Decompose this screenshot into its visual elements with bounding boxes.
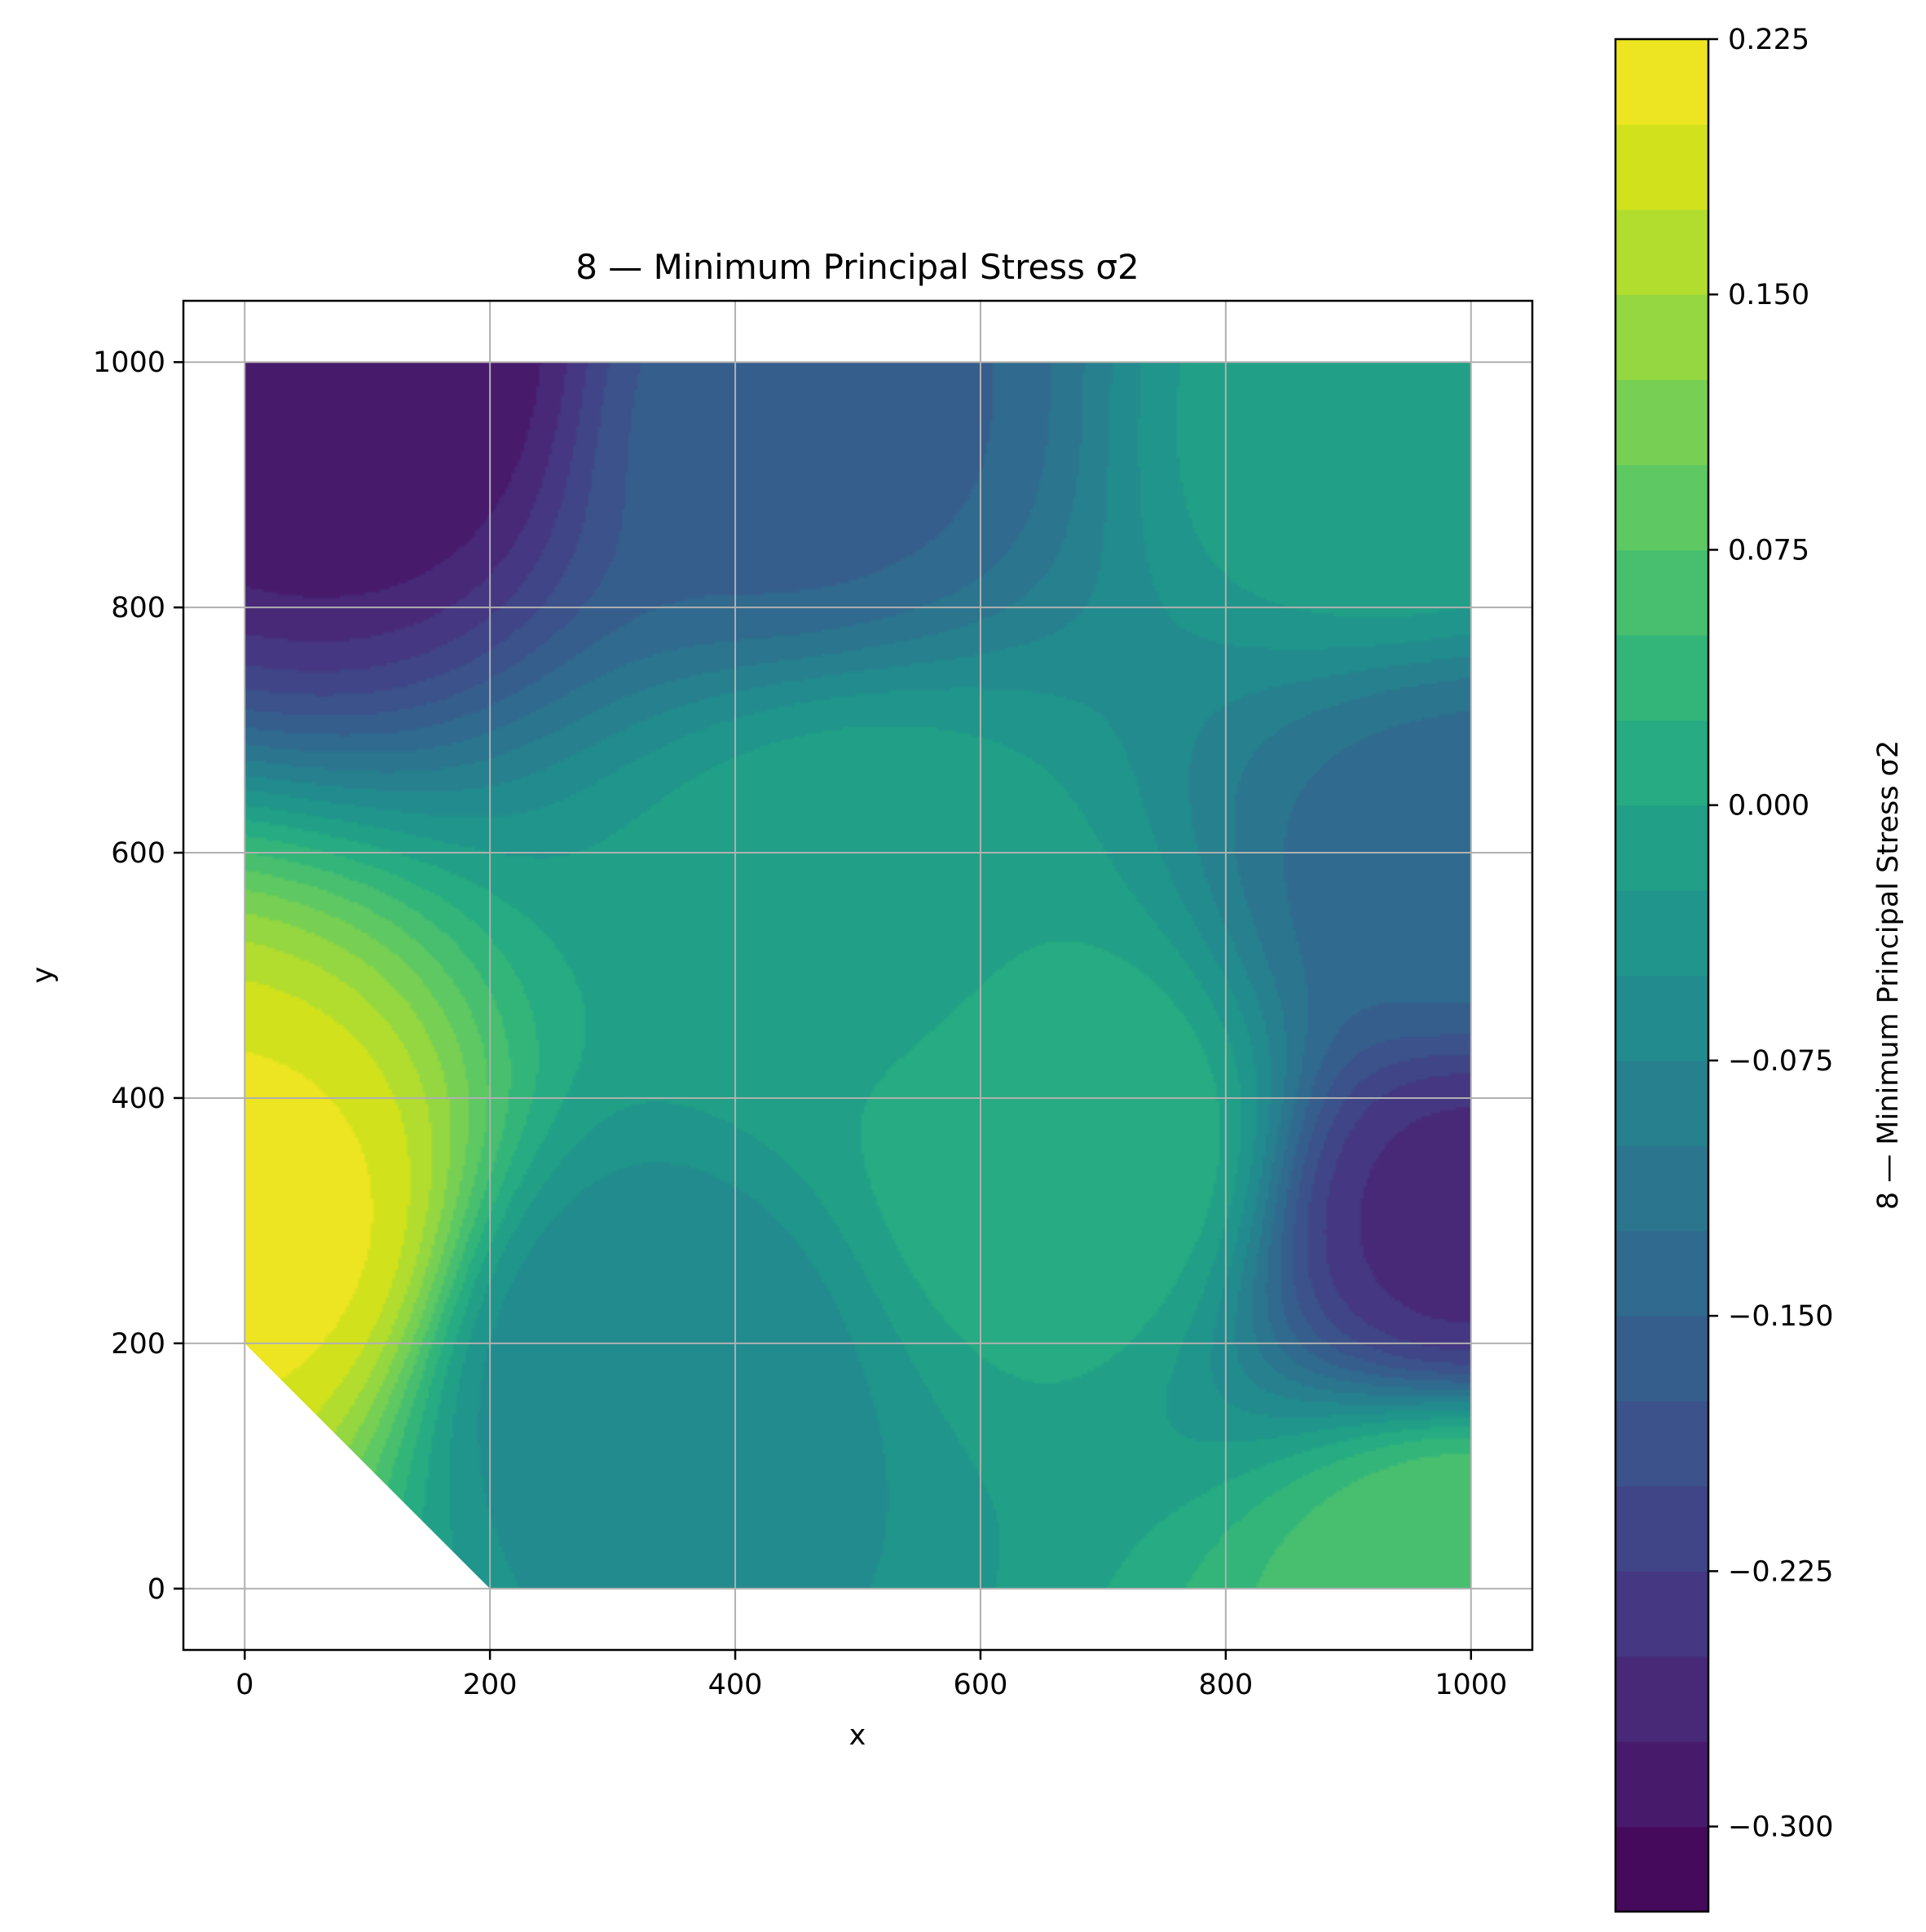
- colorbar-band: [1615, 805, 1708, 891]
- colorbar-band: [1615, 1230, 1708, 1317]
- colorbar-frame: [1614, 37, 1710, 1913]
- colorbar-band: [1615, 465, 1708, 551]
- colorbar-band: [1615, 39, 1708, 126]
- colorbar-label: 8 — Minimum Principal Stress σ2: [1872, 740, 1905, 1210]
- x-tick-label: 0: [236, 1669, 253, 1701]
- x-axis-label: x: [849, 1719, 866, 1752]
- colorbar-band: [1615, 1656, 1708, 1742]
- colorbar: [1614, 37, 1710, 1913]
- colorbar-band: [1615, 1571, 1708, 1657]
- contour-image: [245, 362, 1471, 1589]
- colorbar-band: [1615, 720, 1708, 806]
- plot-frame: [182, 299, 1534, 1652]
- x-tick-label: 600: [954, 1669, 1008, 1701]
- y-axis-label: y: [27, 967, 59, 984]
- y-tick-label: 600: [111, 837, 165, 870]
- colorbar-tick-label: 0.075: [1728, 534, 1809, 567]
- colorbar-tick-label: −0.075: [1728, 1045, 1834, 1078]
- colorbar-band: [1615, 1826, 1708, 1912]
- y-tick-label: 1000: [93, 346, 165, 379]
- colorbar-band: [1615, 1145, 1708, 1232]
- colorbar-tick-label: 0.150: [1728, 279, 1809, 311]
- colorbar-band: [1615, 1741, 1708, 1828]
- y-tick-label: 800: [111, 592, 165, 624]
- x-tick-label: 800: [1198, 1669, 1253, 1701]
- y-tick-label: 0: [148, 1573, 165, 1606]
- x-tick-label: 1000: [1435, 1669, 1507, 1701]
- y-axis: 0 200 400 600 800 1000: [93, 346, 183, 1606]
- colorbar-band: [1615, 379, 1708, 465]
- colorbar-ticks: 0.225 0.150 0.075 0.000 −0.075 −0.150 −0.225 −0…: [1708, 24, 1834, 1844]
- x-tick-label: 200: [463, 1669, 518, 1701]
- colorbar-band: [1615, 1400, 1708, 1487]
- chart-title: 8 — Minimum Principal Stress σ2: [575, 247, 1139, 287]
- colorbar-tick-label: −0.225: [1728, 1555, 1834, 1588]
- colorbar-band: [1615, 549, 1708, 636]
- colorbar-tick-label: −0.150: [1728, 1300, 1834, 1333]
- colorbar-band: [1615, 294, 1708, 381]
- colorbar-band: [1615, 124, 1708, 210]
- colorbar-tick-label: −0.300: [1728, 1811, 1834, 1844]
- x-axis: 0 200 400 600 800 1000: [236, 1650, 1507, 1701]
- colorbar-tick-label: 0.225: [1728, 24, 1809, 56]
- x-tick-label: 400: [708, 1669, 763, 1701]
- colorbar-band: [1615, 1485, 1708, 1572]
- colorbar-band: [1615, 975, 1708, 1061]
- y-tick-label: 200: [111, 1328, 165, 1361]
- colorbar-band: [1615, 209, 1708, 295]
- colorbar-band: [1615, 890, 1708, 977]
- colorbar-band: [1615, 1060, 1708, 1146]
- colorbar-tick-label: 0.000: [1728, 790, 1809, 823]
- contour-field: [245, 362, 1471, 1589]
- grid-lines: [183, 301, 1532, 1650]
- y-tick-label: 400: [111, 1083, 165, 1115]
- colorbar-band: [1615, 1316, 1708, 1402]
- colorbar-band: [1615, 634, 1708, 721]
